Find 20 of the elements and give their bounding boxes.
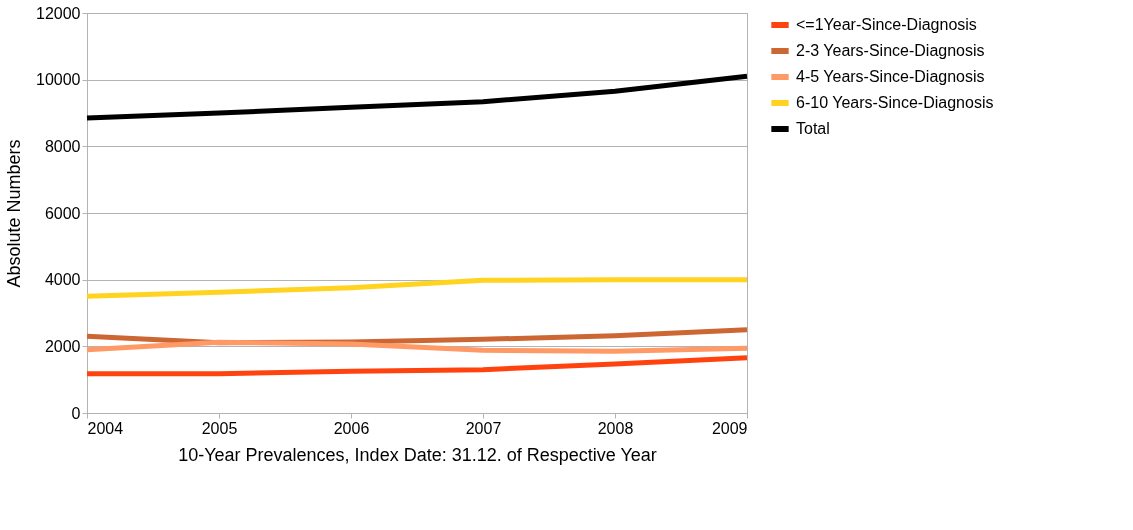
y-tick-label: 4000 (44, 271, 81, 289)
x-tick-label: 2008 (597, 419, 634, 437)
x-axis-title: 10-Year Prevalences, Index Date: 31.12. of Respective Year (178, 444, 657, 465)
legend-label: 6-10 Years-Since-Diagnosis (796, 94, 994, 111)
x-tick-label: 2006 (333, 419, 370, 437)
x-tick-label: 2007 (465, 419, 502, 437)
legend-label: 2-3 Years-Since-Diagnosis (796, 42, 985, 59)
y-tick-label: 10000 (36, 71, 81, 89)
x-tick-label: 2009 (711, 419, 748, 437)
x-tick-label: 2004 (87, 419, 124, 437)
legend-label: <=1Year-Since-Diagnosis (796, 16, 977, 33)
y-tick-label: 8000 (44, 137, 81, 155)
y-tick-label: 12000 (36, 4, 81, 22)
y-tick-label: 6000 (44, 204, 81, 222)
y-tick-label: 0 (71, 404, 81, 422)
legend-label: Total (796, 120, 830, 137)
y-tick-label: 2000 (44, 337, 81, 355)
legend-label: 4-5 Years-Since-Diagnosis (796, 68, 985, 85)
x-tick-label: 2005 (201, 419, 238, 437)
y-axis-title: Absolute Numbers (4, 139, 25, 288)
